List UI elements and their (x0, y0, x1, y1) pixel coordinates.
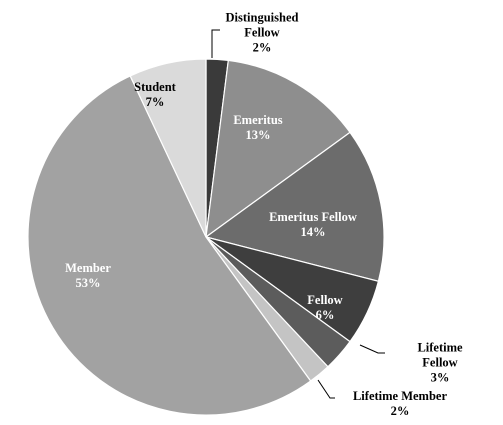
pie-slice (27, 75, 312, 416)
value-label: 2% (252, 40, 272, 55)
category-label: Emeritus (233, 113, 283, 127)
slice-label: Member 53% (65, 261, 111, 291)
pie-slice (205, 59, 351, 239)
slice-label: Lifetime Member 2% (353, 389, 447, 419)
value-label: 7% (145, 95, 165, 109)
category-label: Member (65, 261, 111, 275)
value-label: 14% (300, 225, 326, 239)
category-label: Lifetime Member (352, 389, 448, 403)
slice-label: Student 7% (134, 80, 176, 110)
leader-line (359, 344, 385, 354)
leader-line (211, 29, 220, 58)
slice-label: Emeritus 13% (233, 113, 282, 143)
category-label: Lifetime Fellow (417, 340, 463, 370)
leader-line (317, 379, 335, 399)
value-label: 13% (245, 128, 271, 142)
category-label: Fellow (307, 293, 343, 307)
category-label: Student (134, 80, 176, 94)
value-label: 6% (315, 308, 335, 322)
slice-label: Emeritus Fellow 14% (269, 210, 357, 240)
slice-label: Lifetime Fellow 3% (409, 341, 472, 386)
value-label: 2% (390, 404, 410, 418)
pie-slice (204, 131, 385, 282)
value-label: 53% (75, 276, 101, 290)
pie-slice (129, 58, 207, 238)
category-label: Distinguished Fellow (225, 10, 299, 40)
category-label: Emeritus Fellow (269, 210, 357, 224)
value-label: 3% (430, 370, 450, 385)
slice-label: Fellow 6% (307, 293, 342, 323)
slice-label: Distinguished Fellow 2% (217, 11, 307, 56)
